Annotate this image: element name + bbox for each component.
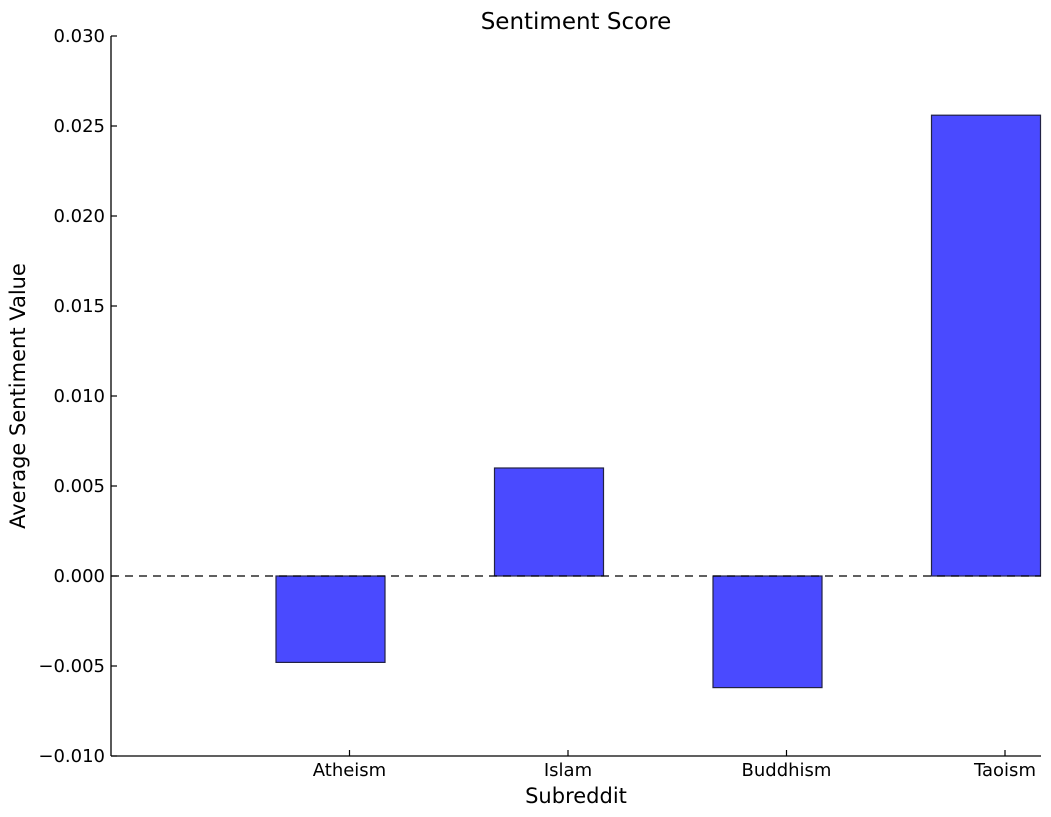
plot-area: −0.010 −0.005 0.000 0.005 0.010 0.015 0.020 0.0…	[38, 26, 1042, 781]
y-tick-label: 0.025	[53, 116, 105, 137]
x-tick-label-islam: Islam	[544, 760, 592, 781]
y-tick-label: −0.005	[38, 656, 105, 677]
y-tick-label: 0.015	[53, 296, 105, 317]
y-axis-title: Average Sentiment Value	[6, 263, 30, 529]
x-tick-label-atheism: Atheism	[313, 760, 386, 781]
bar-islam	[493, 467, 605, 577]
x-tick-label-taoism: Taoism	[973, 760, 1036, 781]
y-tick-label: 0.010	[53, 386, 105, 407]
bar-atheism	[275, 575, 386, 664]
x-tick-label-buddhism: Buddhism	[742, 760, 832, 781]
y-tick-label: 0.000	[53, 566, 105, 587]
bar-taoism	[930, 114, 1042, 577]
y-tick-label: −0.010	[38, 746, 105, 767]
chart-title: Sentiment Score	[481, 9, 672, 35]
y-tick-label: 0.005	[53, 476, 105, 497]
x-axis-title: Subreddit	[525, 784, 627, 808]
y-tick-label: 0.030	[53, 26, 105, 47]
y-tick-label: 0.020	[53, 206, 105, 227]
bar-buddhism	[712, 575, 823, 689]
